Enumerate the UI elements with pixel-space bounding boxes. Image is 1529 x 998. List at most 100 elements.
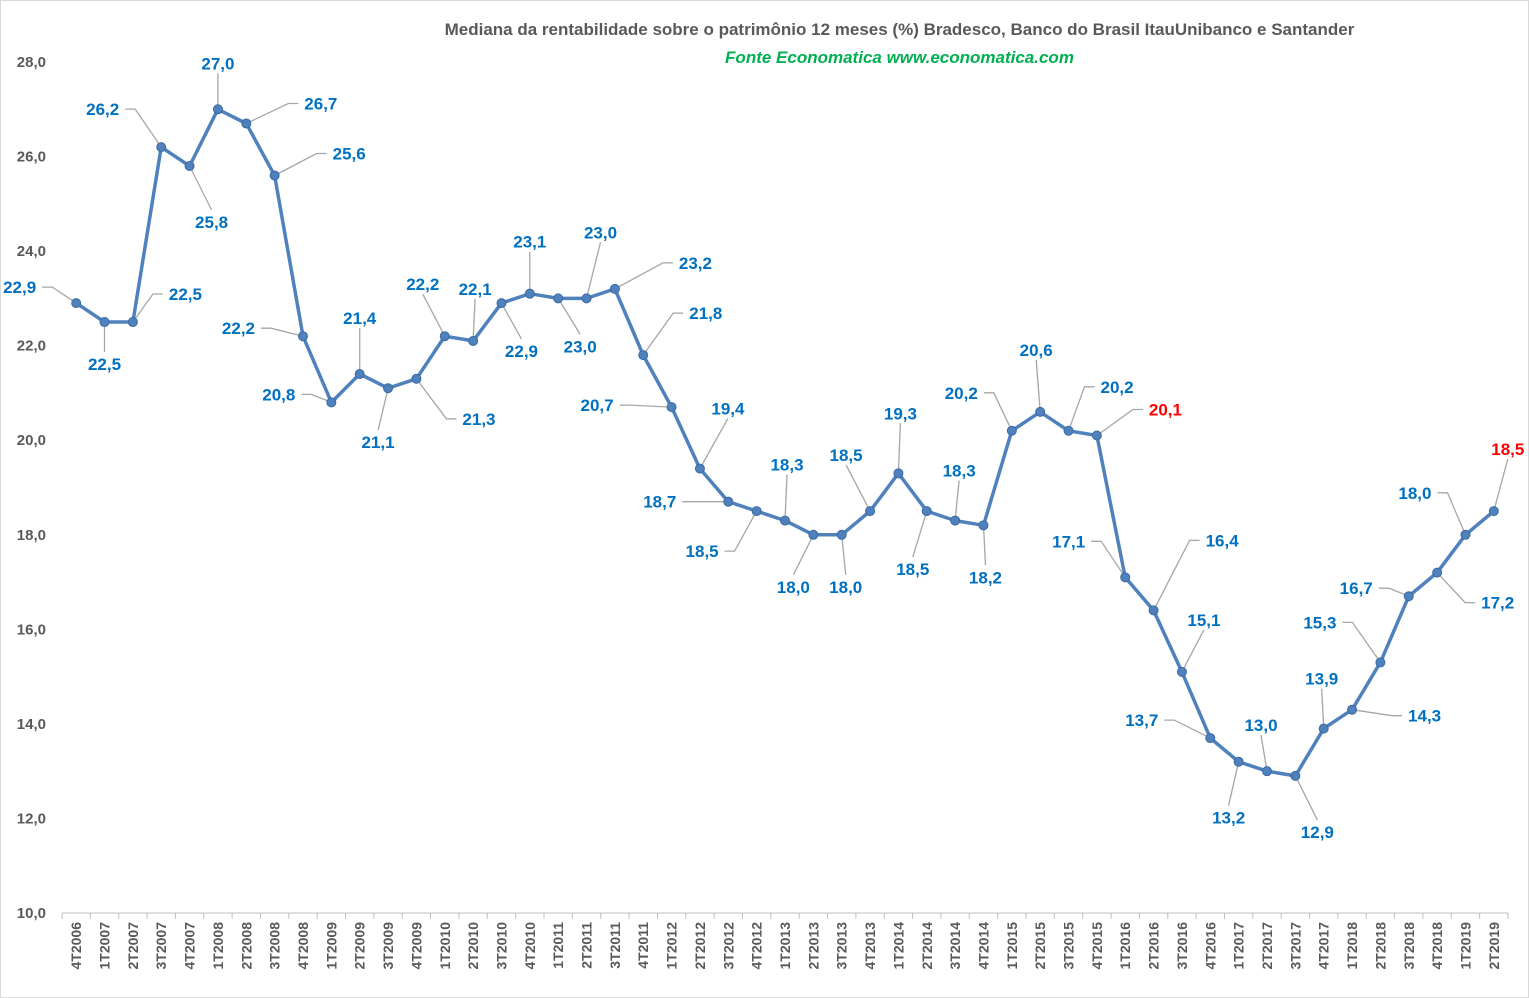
data-label: 21,8 [689,304,722,323]
data-label: 18,0 [829,578,862,597]
x-tick-label: 3T2015 [1061,922,1077,970]
data-point [99,317,110,328]
x-tick-label: 1T2018 [1344,922,1360,970]
leader-line [246,102,299,125]
data-label: 19,3 [884,404,917,423]
leader-line [557,298,581,335]
data-label: 22,1 [459,280,492,299]
x-tick-label: 4T2006 [68,922,84,970]
leader-line [500,302,523,340]
data-labels: 22,9 22,5 22,5 26,2 25,8 27,0 26,7 25,6 22,2 20,8… [3,54,1524,842]
data-label: 20,7 [580,396,613,415]
data-point [1347,704,1358,715]
leader-line [897,423,902,474]
data-point [298,331,308,342]
data-label: 18,3 [770,456,803,475]
data-point [893,468,904,479]
x-tick-label: 4T2014 [975,922,991,970]
data-label: 21,1 [362,433,395,452]
leader-line [619,404,672,408]
data-point [496,298,507,309]
x-tick-label: 2T2008 [238,922,254,970]
x-tick-label: 3T2017 [1287,922,1303,970]
data-point [694,463,705,474]
leader-line [841,534,847,575]
x-tick-label: 2T2011 [579,922,595,969]
data-label: 26,7 [304,94,337,113]
x-tick-label: 2T2010 [465,922,481,970]
y-tick-label: 18,0 [17,527,46,544]
data-point [1205,733,1216,744]
leader-line [1437,492,1467,536]
leader-line [1493,458,1509,512]
x-tick-label: 1T2015 [1004,922,1020,970]
data-point [950,515,961,526]
data-point [354,369,365,380]
x-tick-label: 3T2014 [947,922,963,970]
data-label: 18,0 [1398,484,1431,503]
data-point [326,397,337,408]
x-tick-label: 3T2009 [380,922,396,970]
leader-line [912,510,928,558]
leader-lines [42,73,1509,821]
data-label: 22,9 [3,278,36,297]
data-point [439,331,450,342]
data-label: 17,2 [1481,594,1514,613]
y-tick-label: 16,0 [17,621,46,638]
x-tick-label: 2T2017 [1259,922,1275,970]
x-tick-label: 1T2017 [1231,922,1247,970]
x-tick-label: 1T2008 [210,922,226,970]
leader-line [1342,621,1381,663]
x-axis: 4T2006 1T2007 2T2007 3T2007 4T2007 1T2008 2T20… [61,912,1509,970]
data-label: 13,7 [1125,711,1158,730]
data-point [241,118,252,129]
x-tick-label: 1T2012 [664,922,680,970]
data-point [127,317,138,328]
leader-line [585,242,602,299]
x-tick-label: 2T2018 [1372,922,1388,970]
x-tick-label: 2T2013 [805,922,821,970]
data-point [1290,770,1301,781]
x-tick-label: 2T2009 [352,922,368,970]
leader-line [699,418,729,469]
data-label: 18,5 [686,542,719,561]
data-point [411,373,422,384]
data-point [212,104,223,115]
data-label: 14,3 [1408,707,1441,726]
data-point [1318,723,1329,734]
data-point [1460,529,1471,540]
y-tick-label: 14,0 [17,716,46,733]
data-label: 23,0 [584,223,617,242]
data-point [1375,657,1386,668]
y-tick-label: 20,0 [17,432,46,449]
leader-line [982,525,987,566]
data-label: 22,9 [505,342,538,361]
data-point [1488,506,1499,517]
data-point [1035,406,1046,417]
data-label: 22,5 [88,355,121,374]
x-tick-label: 4T2010 [522,922,538,970]
data-label: 23,2 [679,254,712,273]
data-label: 27,0 [201,54,234,73]
leader-line [784,474,788,521]
data-point [836,529,847,540]
y-tick-label: 10,0 [17,905,46,922]
x-tick-label: 2T2012 [692,922,708,970]
data-point [524,288,535,299]
x-tick-label: 2T2016 [1146,922,1162,970]
data-label: 21,3 [462,410,495,429]
leader-line [422,293,446,337]
data-point [1148,605,1159,616]
x-tick-label: 4T2012 [749,922,765,970]
leader-line [472,298,476,341]
data-label: 20,2 [1101,378,1134,397]
data-label: 16,7 [1340,579,1373,598]
data-point [468,335,479,346]
x-tick-label: 4T2016 [1202,922,1218,970]
leader-line [642,312,684,356]
x-tick-label: 3T2018 [1401,922,1417,970]
data-point [609,283,620,294]
leader-line [954,480,960,521]
y-tick-label: 26,0 [17,149,46,166]
data-point [269,170,280,181]
